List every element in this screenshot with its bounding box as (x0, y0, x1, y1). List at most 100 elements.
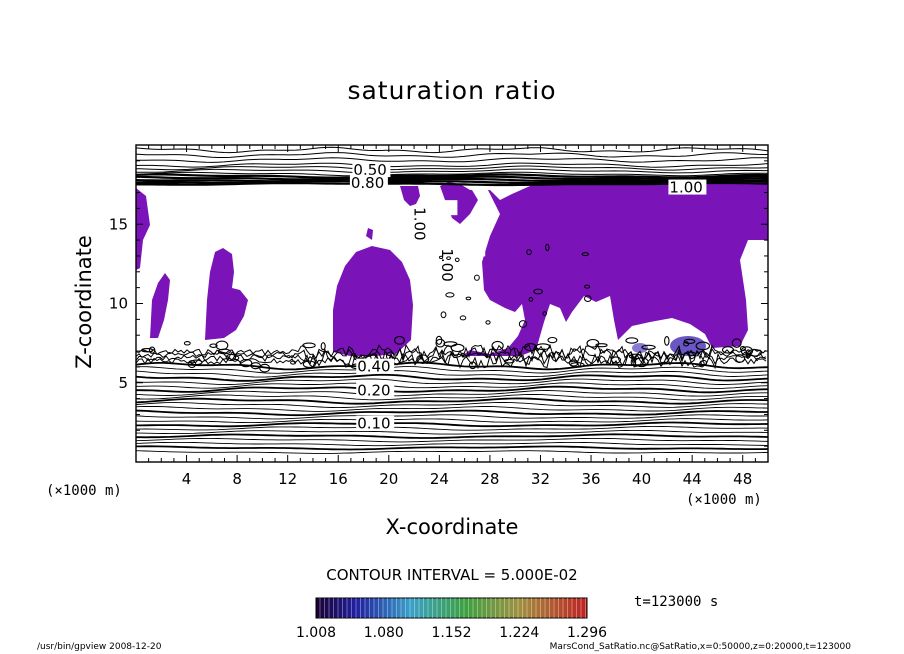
contour-line (136, 406, 768, 412)
turbulent-eddy (439, 255, 444, 259)
axis-ticks (136, 145, 768, 462)
fill-region-cloud-x18 (333, 246, 413, 356)
contour-label-bg (668, 179, 707, 195)
turbulent-eddy (454, 257, 460, 262)
turbulent-eddy (625, 337, 639, 344)
contour-label: 1.00 (669, 179, 702, 197)
turbulent-eddy (190, 359, 203, 366)
colorbar-labels: 1.008 1.080 1.152 1.224 1.296 (296, 625, 607, 641)
turbulent-eddy (141, 348, 154, 353)
turbulent-eddy (290, 360, 297, 365)
fill-region-small-plume (150, 273, 170, 338)
turbulent-eddy (183, 341, 191, 346)
contour-line (136, 152, 768, 158)
turbulent-eddy (394, 335, 405, 345)
contour-line (136, 425, 768, 431)
x-axis-label: X-coordinate (385, 515, 519, 539)
contour-line (136, 146, 768, 154)
turbulent-eddy (302, 360, 316, 368)
x-unit-right: (×1000 m) (686, 492, 762, 508)
turbulent-contour (136, 349, 767, 366)
turbulent-eddy (683, 338, 696, 345)
contour-label: 0.40 (357, 358, 390, 376)
turbulent-eddy (440, 311, 447, 319)
contour-line (136, 366, 768, 374)
turbulent-eddy (630, 358, 637, 367)
contour-label: 0.80 (351, 174, 384, 192)
time-label: t=123000 s (634, 594, 719, 610)
contour-line (136, 441, 768, 447)
colorbar-tick-label: 1.224 (499, 625, 539, 641)
turbulent-eddy (747, 349, 763, 357)
footer-left: /usr/bin/gpview 2008-12-20 (37, 642, 162, 652)
contour-label-bg (356, 415, 395, 431)
turbulent-contour (136, 346, 767, 363)
turbulent-eddy (628, 353, 643, 360)
colorbar: 1.008 1.080 1.152 1.224 1.296 (296, 597, 607, 641)
contour-line (136, 409, 768, 417)
contour-label: 0.10 (357, 415, 390, 433)
turbulent-eddy (595, 343, 608, 348)
turbulent-eddy (735, 354, 746, 363)
turbulent-eddy (233, 355, 240, 361)
turbulent-eddy (485, 320, 491, 325)
contour-line (136, 157, 768, 163)
colorbar-tick-label: 1.296 (567, 625, 607, 641)
turbulent-eddy (568, 359, 579, 367)
contour-line (136, 175, 768, 181)
x-tick-label: 28 (480, 470, 499, 488)
turbulent-eddy (745, 349, 751, 359)
contour-line (136, 361, 768, 371)
turbulent-eddy (450, 343, 465, 353)
contour-label-bg (352, 162, 391, 178)
contour-label-bg (356, 382, 395, 398)
contour-line (136, 378, 768, 386)
x-tick-label: 16 (329, 470, 348, 488)
contour-line (136, 418, 768, 424)
turbulent-eddy (503, 358, 515, 364)
contour-line (136, 437, 768, 443)
contour-line (136, 373, 768, 382)
turbulent-eddy (687, 351, 696, 357)
contour-label-bg (356, 358, 395, 374)
fill-region-large-cloud (440, 180, 768, 356)
contour-line (136, 162, 768, 168)
x-tick-label: 12 (278, 470, 297, 488)
contour-line (136, 421, 768, 428)
fill-region-left-edge (136, 188, 150, 270)
x-tick-label: 48 (733, 470, 752, 488)
turbulent-eddy (533, 288, 543, 295)
x-tick-label: 4 (182, 470, 192, 488)
x-tick-label: 36 (581, 470, 600, 488)
turbulent-contours (136, 243, 767, 373)
turbulent-eddy (695, 341, 711, 351)
contour-line (136, 370, 768, 378)
turbulent-eddy (474, 274, 480, 281)
contour-line (136, 390, 768, 397)
turbulent-eddy (416, 354, 430, 365)
x-tick-label: 20 (379, 470, 398, 488)
x-tick-label: 32 (531, 470, 550, 488)
turbulent-eddy (683, 341, 690, 347)
y-tick-label: 10 (109, 295, 128, 313)
x-tick-label: 8 (232, 470, 242, 488)
contour-line (136, 385, 768, 394)
contour-line (136, 177, 768, 183)
contour-line (136, 168, 768, 174)
contour-line (136, 382, 768, 389)
turbulent-eddy (739, 346, 746, 352)
colorbar-tick-label: 1.080 (364, 625, 404, 641)
turbulent-eddy (542, 311, 548, 316)
contour-lines (136, 146, 768, 454)
turbulent-eddy (584, 295, 592, 303)
turbulent-eddy (526, 249, 532, 256)
turbulent-eddy (664, 336, 670, 346)
turbulent-eddy (535, 343, 551, 351)
x-tick-label: 24 (430, 470, 449, 488)
x-unit-left: (×1000 m) (46, 483, 122, 499)
turbulent-eddy (435, 338, 446, 348)
contour-label-bg (419, 200, 458, 216)
fill-region-plume-x7 (205, 248, 248, 340)
contour-label-bg (447, 241, 486, 257)
